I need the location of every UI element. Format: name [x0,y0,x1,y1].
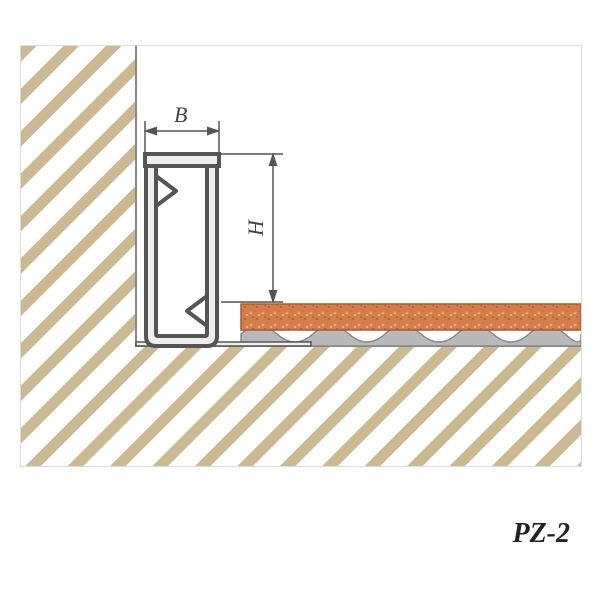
profile [145,154,219,346]
wall-hatch [21,46,581,466]
dimension-h: H [221,154,283,302]
dim-h-label: H [243,219,268,237]
dim-b-label: B [174,102,187,127]
tile [241,304,581,330]
dimension-b: B [145,102,219,154]
product-code: PZ-2 [512,518,570,550]
diagram-frame: B H [20,45,582,467]
cross-section-svg: B H [21,46,581,466]
